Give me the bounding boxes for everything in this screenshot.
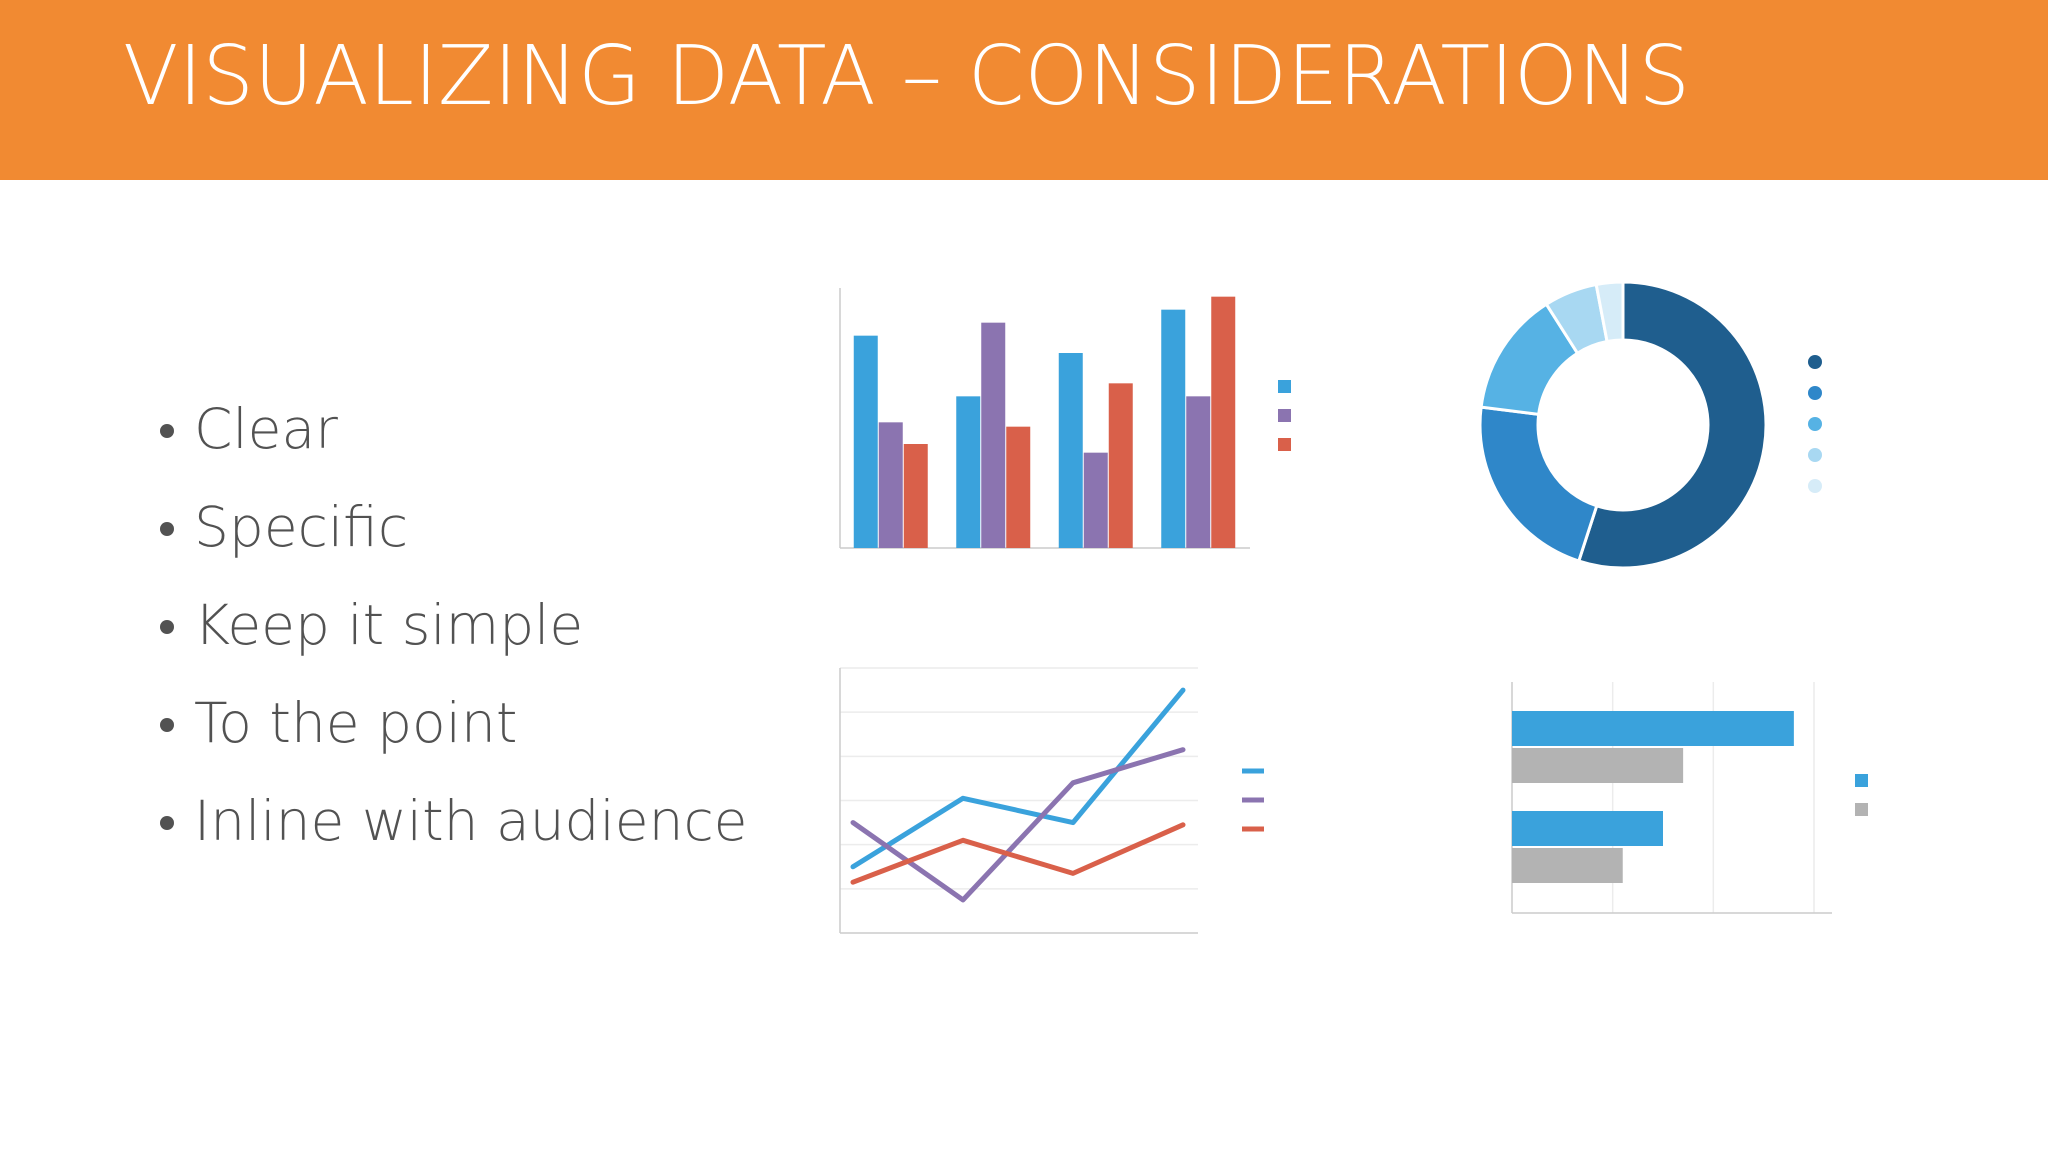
line-chart (839, 667, 1264, 934)
bullet-item: Specific (156, 478, 748, 576)
legend-swatch (1808, 417, 1822, 431)
donut-chart (1478, 280, 1822, 570)
bullet-list: Clear Specific Keep it simple To the poi… (156, 380, 748, 870)
legend-swatch (1278, 380, 1291, 393)
column-chart (839, 288, 1291, 549)
bullet-item: Inline with audience (156, 772, 748, 870)
bar-abanix (956, 396, 981, 548)
series-line-xyz-corp (850, 747, 1186, 903)
legend-swatch (1855, 803, 1868, 816)
bar-xyz-corp (1512, 848, 1623, 883)
bar-abanix (1512, 711, 1794, 746)
series-line-flexis (850, 822, 1186, 885)
bar-flexis (1006, 426, 1031, 548)
title-bar: VISUALIZING DATA – CONSIDERATIONS (0, 0, 2048, 180)
bullet-item: To the point (156, 674, 748, 772)
bar-xyz-corp (878, 422, 903, 548)
bar-xyz-corp (1083, 452, 1108, 548)
donut-slice (1594, 280, 1625, 344)
slide-title: VISUALIZING DATA – CONSIDERATIONS (123, 29, 1690, 124)
bullet-item: Clear (156, 380, 748, 478)
bar-abanix (1058, 353, 1083, 548)
legend-swatch (1278, 409, 1291, 422)
series-line-abanix (850, 687, 1186, 870)
legend-swatch (1278, 438, 1291, 451)
donut-slice (1478, 405, 1599, 563)
bar-flexis (1108, 383, 1133, 548)
legend-swatch (1808, 479, 1822, 493)
bar-abanix (1161, 309, 1186, 548)
bar-flexis (1211, 296, 1236, 548)
bullet-item: Keep it simple (156, 576, 748, 674)
bar-xyz-corp (981, 322, 1006, 548)
horizontal-bar-chart (1511, 682, 1868, 914)
legend-swatch (1855, 774, 1868, 787)
bar-xyz-corp (1512, 748, 1684, 783)
bar-flexis (903, 444, 928, 548)
legend-swatch (1808, 355, 1822, 369)
bar-abanix (1512, 811, 1663, 846)
legend-swatch (1808, 448, 1822, 462)
bar-xyz-corp (1186, 396, 1211, 548)
legend-swatch (1808, 386, 1822, 400)
donut-slice (1576, 280, 1768, 570)
bar-abanix (853, 335, 878, 548)
